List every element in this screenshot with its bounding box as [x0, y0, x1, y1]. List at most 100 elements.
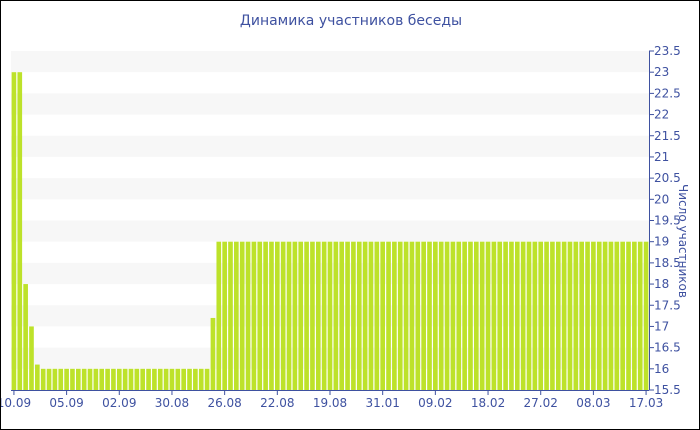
y-tick-label: 19: [654, 235, 669, 249]
bar: [75, 368, 81, 390]
bar: [591, 241, 596, 390]
bar: [479, 241, 485, 390]
y-tick-label: 18.5: [654, 256, 681, 270]
bar: [35, 364, 40, 390]
bar: [380, 241, 386, 390]
bar: [152, 368, 157, 390]
bar: [216, 241, 222, 390]
bar: [292, 241, 298, 390]
bar: [169, 368, 175, 390]
bar: [116, 368, 122, 390]
bar: [444, 241, 450, 390]
bar: [485, 241, 491, 390]
bar: [438, 241, 444, 390]
x-tick-label: 30.08: [155, 396, 189, 410]
bar: [550, 241, 555, 390]
bar: [140, 368, 146, 390]
bar: [538, 241, 544, 390]
bar: [421, 241, 426, 390]
bar: [157, 368, 163, 390]
bar: [310, 241, 315, 390]
x-tick-label: 31.01: [365, 396, 399, 410]
bar: [602, 241, 608, 390]
x-tick-label: 02.09: [102, 396, 136, 410]
y-tick-label: 19.5: [654, 214, 681, 228]
bar: [81, 368, 87, 390]
bar: [263, 241, 268, 390]
bar: [87, 368, 93, 390]
bar: [111, 368, 116, 390]
bar: [304, 241, 309, 390]
y-tick-label: 16: [654, 362, 669, 376]
y-tick-label: 20: [654, 192, 669, 206]
bar: [351, 241, 356, 390]
y-tick-label: 21.5: [654, 129, 681, 143]
bar: [626, 241, 631, 390]
bar: [286, 241, 292, 390]
bar: [280, 241, 286, 390]
bar: [70, 368, 75, 390]
bar: [532, 241, 538, 390]
bar: [608, 241, 614, 390]
bar: [198, 368, 204, 390]
x-tick-label: 26.08: [207, 396, 241, 410]
bar: [239, 241, 245, 390]
bar: [632, 241, 637, 390]
bar: [585, 241, 590, 390]
bar: [333, 241, 339, 390]
bar: [462, 241, 467, 390]
bar: [64, 368, 69, 390]
bar: [315, 241, 321, 390]
x-tick-label: 05.09: [49, 396, 83, 410]
bar: [579, 241, 585, 390]
grid-band: [11, 93, 649, 115]
bar: [204, 368, 210, 390]
bar: [228, 241, 233, 390]
bar: [17, 72, 23, 390]
bar: [386, 241, 391, 390]
bar: [356, 241, 362, 390]
bar: [122, 368, 128, 390]
y-tick-label: 22: [654, 108, 669, 122]
bar: [181, 368, 186, 390]
y-tick-label: 20.5: [654, 171, 681, 185]
bar: [234, 241, 239, 390]
bar: [503, 241, 508, 390]
bar: [146, 368, 151, 390]
y-tick-label: 18: [654, 277, 669, 291]
bar: [491, 241, 497, 390]
bar: [257, 241, 263, 390]
chart-title: Динамика участников беседы: [239, 13, 463, 29]
bar: [544, 241, 549, 390]
grid-band: [11, 51, 649, 73]
bar: [468, 241, 473, 390]
bar: [269, 241, 274, 390]
y-tick-label: 23.5: [654, 44, 681, 58]
bar: [163, 368, 169, 390]
bar: [403, 241, 409, 390]
bar: [175, 368, 181, 390]
bar: [392, 241, 397, 390]
x-tick-label: 17.03: [629, 396, 663, 410]
bar: [23, 284, 28, 390]
bar: [427, 241, 432, 390]
bar: [596, 241, 602, 390]
y-tick-label: 17: [654, 319, 669, 333]
x-tick-label: 19.08: [313, 396, 347, 410]
bar: [58, 368, 64, 390]
bar: [555, 241, 561, 390]
bar: [52, 368, 58, 390]
bar: [397, 241, 403, 390]
bar: [29, 326, 34, 390]
x-tick-label: 10.09: [1, 396, 31, 410]
bar: [274, 241, 280, 390]
bar: [327, 241, 333, 390]
x-tick-label: 08.03: [576, 396, 610, 410]
y-tick-label: 22.5: [654, 86, 681, 100]
bar: [339, 241, 345, 390]
bar: [193, 368, 198, 390]
bar: [93, 368, 99, 390]
bar: [40, 368, 46, 390]
